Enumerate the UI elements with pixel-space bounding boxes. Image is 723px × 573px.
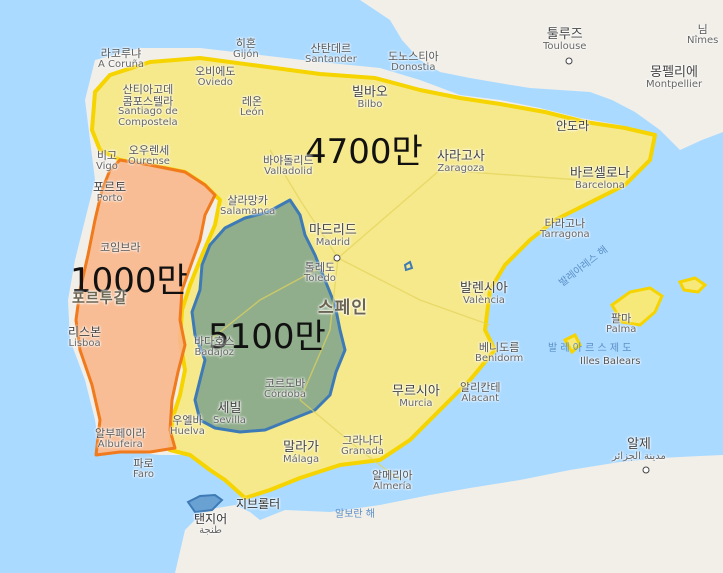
overlay-island-south <box>186 493 224 514</box>
city-lisboa[interactable]: 리스본 Lisboa <box>68 325 102 349</box>
label-illes-balears: Illes Balears <box>580 356 641 367</box>
land-africa <box>175 455 723 573</box>
city-faro[interactable]: 파로 Faro <box>133 457 154 480</box>
city-santander[interactable]: 산탄데르 Santander <box>305 42 357 65</box>
water-alboran: 알보란 해 <box>335 509 375 520</box>
city-zaragoza[interactable]: 사라고사 Zaragoza <box>437 149 485 174</box>
city-coimbra[interactable]: 코임브라 <box>100 241 141 254</box>
city-santiago[interactable]: 산티아고데 콤포스텔라 Santiago de Compostela <box>118 83 178 128</box>
country-portugal: 포르투갈 <box>72 291 128 307</box>
city-malaga[interactable]: 말라가 Málaga <box>283 440 320 465</box>
city-vigo[interactable]: 비고 Vigo <box>96 149 118 172</box>
city-andorra[interactable]: 안도라 <box>556 119 590 133</box>
city-tangier[interactable]: 탠지어 طنجة <box>194 512 228 536</box>
city-leon[interactable]: 레온 León <box>240 95 265 118</box>
city-la-coruna[interactable]: 라코루냐 A Coruña <box>98 47 145 70</box>
city-benidorm[interactable]: 베니도름 Benidorm <box>475 341 524 364</box>
city-granada[interactable]: 그라나다 Granada <box>341 434 384 457</box>
land-france <box>360 0 723 150</box>
city-cordoba[interactable]: 코르도바 Córdoba <box>264 377 306 400</box>
city-almeria[interactable]: 알메리아 Almería <box>372 469 413 492</box>
city-porto[interactable]: 포르토 Porto <box>93 180 127 204</box>
city-murcia[interactable]: 무르시아 Murcia <box>392 384 440 409</box>
city-albufeira[interactable]: 알부페이라 Albufeira <box>95 427 146 450</box>
portugal-area-label: 1000만 <box>70 261 188 301</box>
island-mallorca <box>610 286 664 327</box>
city-barcelona[interactable]: 바르셀로나 Barcelona <box>570 166 630 191</box>
city-dot-toulouse <box>565 57 573 65</box>
city-argel[interactable]: 알제 مدينة الجزائر <box>612 437 666 462</box>
city-nimes[interactable]: 님 Nîmes <box>687 23 719 46</box>
city-dot-argel <box>642 466 650 474</box>
overlay-island-east <box>403 260 414 272</box>
city-salamanca[interactable]: 살라망카 Salamanca <box>220 194 276 217</box>
city-bilbao[interactable]: 빌바오 Bilbo <box>352 85 388 110</box>
city-gibraltar[interactable]: 지브롤터 <box>236 497 281 511</box>
city-toulouse[interactable]: 툴루즈 Toulouse <box>543 27 587 52</box>
city-madrid[interactable]: 마드리드 Madrid <box>309 223 357 248</box>
city-palma[interactable]: 팔마 Palma <box>606 312 637 335</box>
road-lines <box>209 149 581 481</box>
portugal-overlay <box>74 158 217 457</box>
city-oviedo[interactable]: 오비에도 Oviedo <box>195 65 236 88</box>
city-valladolid[interactable]: 바야돌리드 Valladolid <box>263 154 314 177</box>
spain-area-label: 4700만 <box>305 132 423 172</box>
city-dot-madrid <box>333 254 341 262</box>
island-ibiza <box>562 332 582 355</box>
city-tarragona[interactable]: 타라고나 Tarragona <box>540 217 590 240</box>
water-balearic-islands: 발 레 아 르 스 제 도 <box>548 343 632 354</box>
city-huelva[interactable]: 우엘바 Huelva <box>170 414 205 437</box>
city-badajoz[interactable]: 바다호스 Badajoz <box>194 335 235 358</box>
city-alicante[interactable]: 알리칸테 Alacant <box>460 381 501 404</box>
city-montpellier[interactable]: 몽펠리에 Montpellier <box>646 65 703 90</box>
city-donostia[interactable]: 도노스티아 Donostia <box>388 50 439 73</box>
city-valencia[interactable]: 발렌시아 València <box>460 281 508 306</box>
country-spain: 스페인 <box>318 298 368 318</box>
overlay-area-label: 5100만 <box>208 317 326 357</box>
city-sevilla[interactable]: 세빌 Sevilla <box>213 401 246 426</box>
comparison-overlay <box>190 198 347 434</box>
city-ourense[interactable]: 오우렌세 Ourense <box>128 144 170 167</box>
city-toledo[interactable]: 톨레도 Toledo <box>304 261 336 284</box>
island-menorca <box>677 276 708 294</box>
city-gijon[interactable]: 히혼 Gijón <box>233 37 259 60</box>
